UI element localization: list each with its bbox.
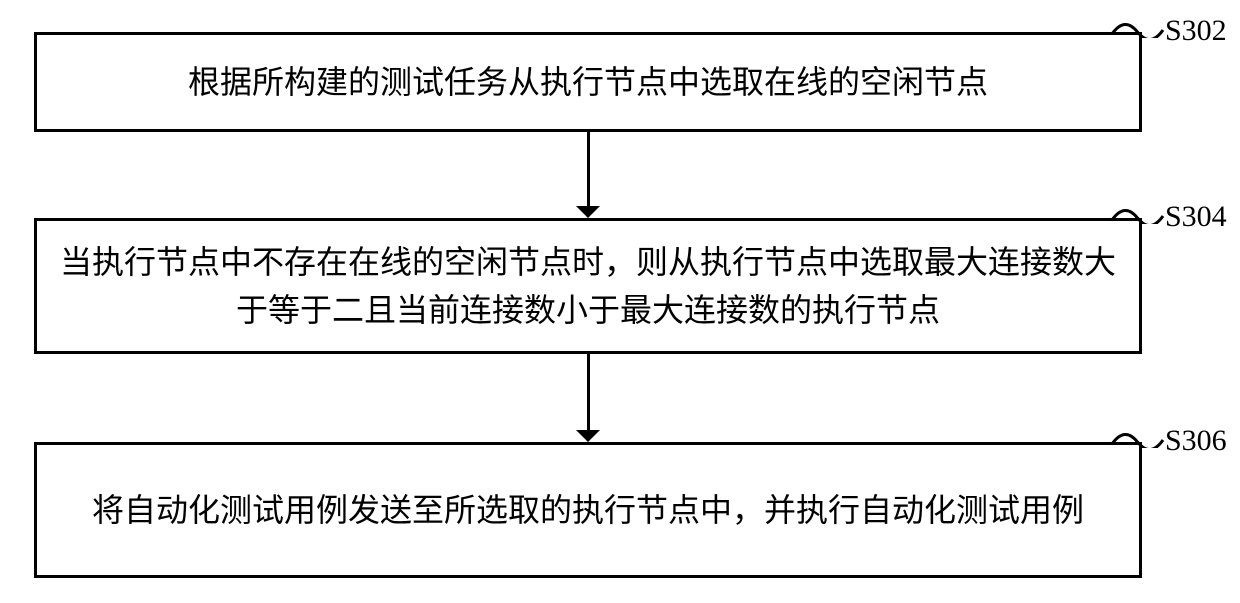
leader-line-s304 <box>1108 192 1167 224</box>
arrow-head-icon <box>576 430 600 442</box>
flow-node-s304-text: 当执行节点中不存在在线的空闲节点时，则从执行节点中选取最大连接数大于等于二且当前… <box>57 238 1119 334</box>
arrow-head-icon <box>576 206 600 218</box>
flow-node-s306-text: 将自动化测试用例发送至所选取的执行节点中，并执行自动化测试用例 <box>92 486 1084 534</box>
leader-line-s306 <box>1108 416 1167 448</box>
leader-line-s302 <box>1108 6 1167 38</box>
flow-edge-s302-s304 <box>587 132 590 206</box>
flow-node-s302: 根据所构建的测试任务从执行节点中选取在线的空闲节点 <box>34 32 1142 132</box>
flow-node-s302-text: 根据所构建的测试任务从执行节点中选取在线的空闲节点 <box>188 58 988 106</box>
flow-node-s306: 将自动化测试用例发送至所选取的执行节点中，并执行自动化测试用例 <box>34 442 1142 578</box>
step-label-s302: S302 <box>1165 14 1227 48</box>
flow-node-s304: 当执行节点中不存在在线的空闲节点时，则从执行节点中选取最大连接数大于等于二且当前… <box>34 218 1142 354</box>
step-label-s304: S304 <box>1165 200 1227 234</box>
step-label-s306: S306 <box>1165 424 1227 458</box>
flow-edge-s304-s306 <box>587 354 590 430</box>
flowchart-canvas: 根据所构建的测试任务从执行节点中选取在线的空闲节点 S302 当执行节点中不存在… <box>0 0 1240 603</box>
